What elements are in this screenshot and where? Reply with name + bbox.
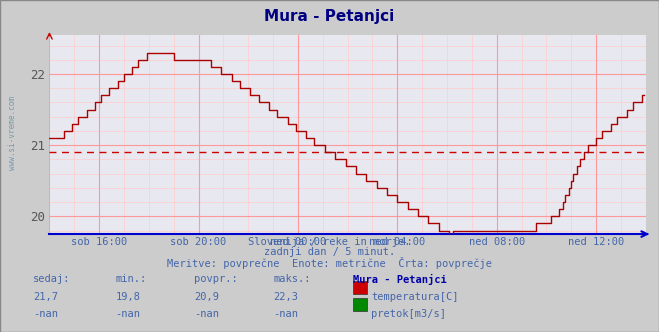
Text: 21,7: 21,7 <box>33 292 58 302</box>
Text: www.si-vreme.com: www.si-vreme.com <box>8 96 17 170</box>
Text: 20,9: 20,9 <box>194 292 219 302</box>
Text: -nan: -nan <box>33 309 58 319</box>
Text: sedaj:: sedaj: <box>33 274 71 284</box>
Text: 19,8: 19,8 <box>115 292 140 302</box>
Text: -nan: -nan <box>194 309 219 319</box>
Text: -nan: -nan <box>115 309 140 319</box>
Text: temperatura[C]: temperatura[C] <box>371 292 459 302</box>
Text: Slovenija / reke in morje.: Slovenija / reke in morje. <box>248 237 411 247</box>
Text: pretok[m3/s]: pretok[m3/s] <box>371 309 446 319</box>
Text: maks.:: maks.: <box>273 274 311 284</box>
Text: Meritve: povprečne  Enote: metrične  Črta: povprečje: Meritve: povprečne Enote: metrične Črta:… <box>167 257 492 269</box>
Text: Mura - Petanjci: Mura - Petanjci <box>353 274 446 285</box>
Text: zadnji dan / 5 minut.: zadnji dan / 5 minut. <box>264 247 395 257</box>
Text: 22,3: 22,3 <box>273 292 299 302</box>
Text: povpr.:: povpr.: <box>194 274 238 284</box>
Text: min.:: min.: <box>115 274 146 284</box>
Text: -nan: -nan <box>273 309 299 319</box>
Text: Mura - Petanjci: Mura - Petanjci <box>264 9 395 24</box>
